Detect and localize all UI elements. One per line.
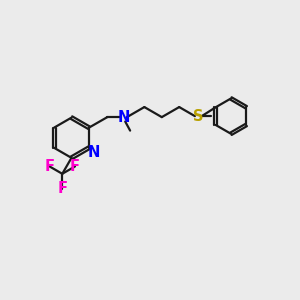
Text: N: N <box>118 110 130 124</box>
Text: F: F <box>57 181 67 196</box>
Text: N: N <box>87 145 100 160</box>
Text: F: F <box>44 159 55 174</box>
Text: F: F <box>70 159 80 174</box>
Text: S: S <box>193 109 204 124</box>
